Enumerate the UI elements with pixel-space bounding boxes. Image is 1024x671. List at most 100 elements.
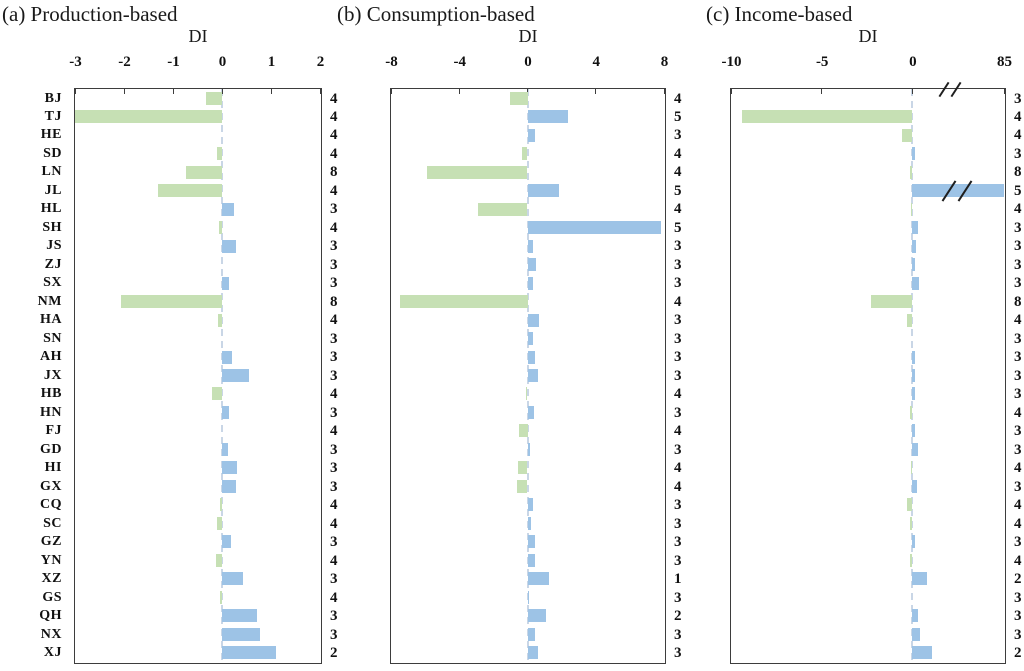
bar-c-NM <box>870 295 913 309</box>
cluster-count-b-GX: 4 <box>674 478 682 495</box>
province-label-JL: JL <box>44 182 62 198</box>
x-tick-mark <box>458 89 460 94</box>
bar-c-FJ <box>912 424 915 438</box>
province-label-XZ: XZ <box>41 571 62 587</box>
cluster-count-c-HB: 3 <box>1014 386 1022 403</box>
x-tick-label: -3 <box>69 54 82 70</box>
bar-b-HE <box>527 128 536 142</box>
province-label-JX: JX <box>43 367 62 383</box>
cluster-count-a-QH: 3 <box>330 608 338 625</box>
cluster-count-a-JL: 4 <box>330 182 338 199</box>
cluster-count-c-NM: 8 <box>1014 293 1022 310</box>
bar-a-AH <box>222 350 232 364</box>
bar-a-GX <box>222 479 236 493</box>
cluster-count-c-HL: 4 <box>1014 201 1022 218</box>
bar-a-HN <box>222 405 230 419</box>
cluster-count-c-HA: 4 <box>1014 312 1022 329</box>
cluster-count-c-LN: 8 <box>1014 164 1022 181</box>
bar-a-NM <box>120 295 222 309</box>
x-tick-label: 4 <box>592 54 601 70</box>
bar-b-CQ <box>527 498 534 512</box>
bar-c-HN <box>910 405 913 419</box>
bar-b-GZ <box>527 535 536 549</box>
province-label-HB: HB <box>40 386 62 402</box>
bar-c-HA <box>906 313 913 327</box>
bar-b-SX <box>527 276 534 290</box>
x-tick-label: -2 <box>118 54 131 70</box>
x-tick-mark <box>74 89 76 94</box>
cluster-count-a-ZJ: 3 <box>330 256 338 273</box>
x-tick-mark <box>390 89 392 94</box>
cluster-count-b-LN: 4 <box>674 164 682 181</box>
cluster-count-c-HN: 4 <box>1014 404 1022 421</box>
province-label-SD: SD <box>43 145 62 161</box>
province-label-XJ: XJ <box>43 645 62 661</box>
cluster-count-a-SX: 3 <box>330 275 338 292</box>
panel-b-axis-label: DI <box>518 26 538 46</box>
cluster-count-c-SD: 3 <box>1014 145 1022 162</box>
bar-c-GZ <box>912 535 916 549</box>
panel-c-title: (c) Income-based <box>706 2 853 26</box>
x-tick-mark <box>663 89 665 94</box>
bar-a-HL <box>222 202 234 216</box>
x-tick-label: 8 <box>660 54 669 70</box>
cluster-count-b-HE: 3 <box>674 127 682 144</box>
cluster-count-c-FJ: 3 <box>1014 423 1022 440</box>
bar-b-JS <box>527 239 533 253</box>
cluster-count-c-SN: 3 <box>1014 330 1022 347</box>
x-tick-label: 0 <box>909 54 917 70</box>
bar-a-NX <box>222 627 261 641</box>
bar-a-HB <box>212 387 222 401</box>
x-tick-label: 85 <box>997 54 1012 70</box>
province-label-LN: LN <box>41 164 62 180</box>
x-tick-mark <box>911 89 913 94</box>
cluster-count-b-GD: 3 <box>674 441 682 458</box>
cluster-count-a-NM: 8 <box>330 293 338 310</box>
cluster-count-a-NX: 3 <box>330 626 338 643</box>
cluster-count-b-SC: 3 <box>674 515 682 532</box>
bar-b-LN <box>426 165 528 179</box>
bar-b-QH <box>527 609 547 623</box>
province-label-HN: HN <box>40 404 62 420</box>
cluster-count-a-HI: 3 <box>330 460 338 477</box>
cluster-count-a-YN: 4 <box>330 552 338 569</box>
cluster-count-c-JL: 5 <box>1014 182 1022 199</box>
cluster-count-b-HL: 4 <box>674 201 682 218</box>
bar-a-LN <box>186 165 222 179</box>
bar-a-BJ <box>205 91 222 105</box>
cluster-count-c-TJ: 4 <box>1014 108 1022 125</box>
cluster-count-a-SH: 4 <box>330 219 338 236</box>
bar-a-SD <box>217 147 222 161</box>
cluster-count-b-HN: 3 <box>674 404 682 421</box>
bar-c-SH <box>912 221 918 235</box>
x-tick-mark <box>270 89 272 94</box>
cluster-count-a-GZ: 3 <box>330 534 338 551</box>
province-label-HL: HL <box>40 201 62 217</box>
bar-c-CQ <box>906 498 913 512</box>
province-label-HE: HE <box>40 127 62 143</box>
panel-a-axis-label: DI <box>188 26 208 46</box>
bar-c-YN <box>909 553 913 567</box>
bar-c-SD <box>912 147 915 161</box>
cluster-count-c-JX: 3 <box>1014 367 1022 384</box>
cluster-count-b-ZJ: 3 <box>674 256 682 273</box>
bar-b-GD <box>527 442 531 456</box>
cluster-count-b-TJ: 5 <box>674 108 682 125</box>
bar-a-GS <box>220 590 222 604</box>
panel-a-title: (a) Production-based <box>2 2 178 26</box>
province-label-NX: NX <box>40 626 62 642</box>
cluster-count-a-TJ: 4 <box>330 108 338 125</box>
bar-c-LN <box>910 165 913 179</box>
cluster-count-b-BJ: 4 <box>674 90 682 107</box>
x-tick-mark <box>123 89 125 94</box>
bar-a-GZ <box>222 535 231 549</box>
bar-a-XZ <box>222 572 243 586</box>
province-label-GX: GX <box>40 478 62 494</box>
cluster-count-b-JX: 3 <box>674 367 682 384</box>
bar-b-JX <box>527 369 538 382</box>
cluster-count-c-YN: 4 <box>1014 552 1022 569</box>
province-label-YN: YN <box>40 552 62 568</box>
panel-a-plot-area <box>74 88 322 664</box>
cluster-count-b-JL: 5 <box>674 182 682 199</box>
bar-a-HA <box>218 313 222 327</box>
